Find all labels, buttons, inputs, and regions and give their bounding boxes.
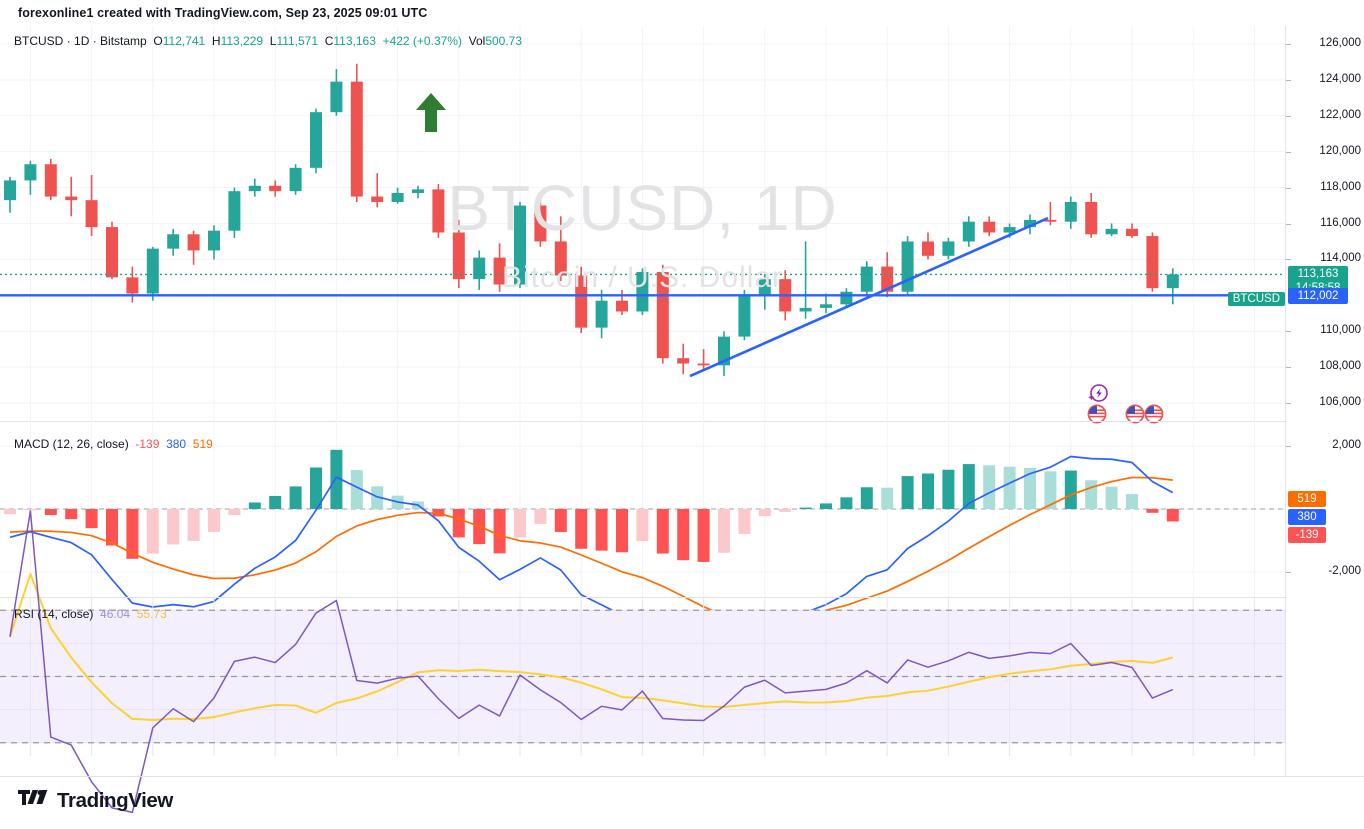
macd-legend[interactable]: MACD (12, 26, close) -139 380 519 <box>14 437 213 451</box>
axis-tick <box>1286 403 1291 405</box>
support-price-badge[interactable]: 112,002 <box>1288 288 1348 305</box>
legend-open-label: O <box>153 34 163 48</box>
chart-area[interactable]: BTCUSD, 1D Bitcoin / U.S. Dollar BTCUSD … <box>0 26 1364 814</box>
legend-open-value: 112,741 <box>162 34 206 48</box>
macd-hist-value: -139 <box>135 437 160 451</box>
axis-tick <box>1286 331 1291 333</box>
macd-value-badge[interactable]: 519 <box>1288 491 1326 508</box>
us-flag-event-icon[interactable] <box>1125 404 1145 429</box>
axis-tick <box>1286 187 1291 189</box>
rsi-value: 46.04 <box>100 607 131 621</box>
legend-low-label: L <box>269 34 277 48</box>
axis-tick <box>1286 259 1291 261</box>
rsi-legend-title[interactable]: RSI (14, close) <box>14 607 94 621</box>
legend-volume-label: Vol <box>468 34 486 48</box>
axis-tick <box>1286 571 1291 573</box>
rsi-legend[interactable]: RSI (14, close) 46.04 55.73 <box>14 607 167 621</box>
legend-change: +422 (+0.37%) <box>382 34 462 48</box>
macd-value-badge[interactable]: -139 <box>1288 527 1326 544</box>
tradingview-logo-icon <box>18 789 48 813</box>
legend-interval[interactable]: 1D <box>74 34 90 48</box>
credit-line: forexonline1 created with TradingView.co… <box>18 6 428 20</box>
axis-tick <box>1286 151 1291 153</box>
macd-signal-value: 519 <box>192 437 213 451</box>
price-axis-column[interactable]: 126,000 124,000 122,000 120,000 118,000 116,0… <box>1285 26 1364 776</box>
tradingview-brand[interactable]: TradingView <box>18 789 173 813</box>
legend-close-value: 113,163 <box>333 34 376 48</box>
rsi-chart-canvas[interactable] <box>0 510 1317 814</box>
price-axis-tick: 106,000 <box>1319 396 1361 409</box>
rsi-ma-value: 55.73 <box>136 607 167 621</box>
macd-value-badge[interactable]: 380 <box>1288 509 1326 526</box>
tradingview-wordmark: TradingView <box>57 789 173 812</box>
axis-tick <box>1286 115 1291 117</box>
legend-exchange[interactable]: Bitstamp <box>100 34 147 48</box>
legend-symbol[interactable]: BTCUSD <box>14 34 64 48</box>
macd-line-value: 380 <box>166 437 187 451</box>
price-axis-tick: 110,000 <box>1320 324 1361 337</box>
price-chart-canvas[interactable] <box>0 26 1317 421</box>
macd-legend-title[interactable]: MACD (12, 26, close) <box>14 437 129 451</box>
price-axis-tick: 124,000 <box>1319 72 1361 85</box>
price-legend[interactable]: BTCUSD · 1D · Bitstamp O112,741 H113,229… <box>14 34 522 48</box>
macd-panel[interactable]: MACD (12, 26, close) -139 380 519 <box>0 421 1317 661</box>
legend-high-value: 113,229 <box>220 34 264 48</box>
price-axis-tick: 116,000 <box>1320 216 1361 229</box>
macd-chart-canvas[interactable] <box>0 421 1317 661</box>
macd-axis-tick: -2,000 <box>1328 564 1361 577</box>
green-up-arrow-icon[interactable] <box>414 90 448 139</box>
legend-low-value: 111,571 <box>276 34 319 48</box>
axis-tick <box>1286 446 1291 448</box>
price-axis-tick: 114,000 <box>1320 252 1361 265</box>
axis-tick <box>1286 223 1291 225</box>
axis-tick <box>1286 79 1291 81</box>
us-flag-event-icon[interactable] <box>1087 404 1107 429</box>
legend-high-label: H <box>211 34 221 48</box>
axis-tick <box>1286 43 1291 45</box>
macd-axis-tick: 2,000 <box>1332 439 1361 452</box>
price-axis-tick: 118,000 <box>1320 180 1361 193</box>
price-panel[interactable]: BTCUSD, 1D Bitcoin / U.S. Dollar BTCUSD … <box>0 26 1317 424</box>
us-flag-event-icon[interactable] <box>1144 404 1164 429</box>
rsi-panel[interactable]: RSI (14, close) 46.04 55.73 <box>0 510 1317 814</box>
legend-sep-1: · <box>63 34 75 48</box>
axis-tick <box>1286 367 1291 369</box>
price-axis-tick: 120,000 <box>1319 144 1361 157</box>
legend-volume-value: 500.73 <box>485 34 523 48</box>
last-price-value: 113,163 <box>1297 268 1339 281</box>
legend-sep-2: · <box>89 34 101 48</box>
price-axis-tick: 108,000 <box>1319 360 1361 373</box>
symbol-price-tag[interactable]: BTCUSD <box>1227 292 1285 307</box>
legend-close-label: C <box>324 34 334 48</box>
price-axis-tick: 122,000 <box>1319 108 1361 121</box>
time-axis[interactable] <box>0 776 1364 807</box>
economic-event-sparkle-icon[interactable] <box>1086 382 1110 411</box>
price-axis-tick: 126,000 <box>1319 36 1361 49</box>
